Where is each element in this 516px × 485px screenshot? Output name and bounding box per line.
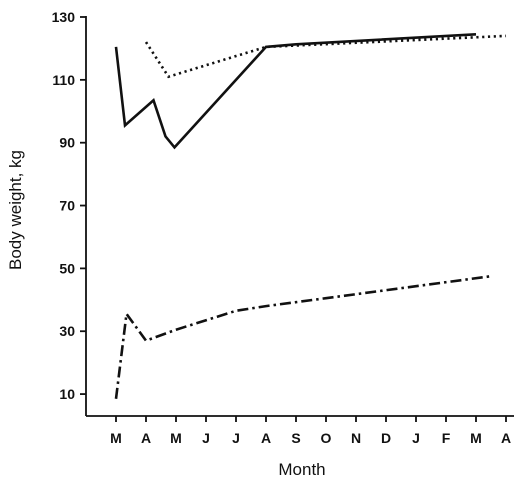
x-tick-label: M — [170, 430, 182, 446]
y-tick-label: 130 — [52, 9, 76, 25]
x-tick-label: S — [291, 430, 300, 446]
x-tick-label: J — [232, 430, 240, 446]
x-axis-title: Month — [278, 460, 325, 479]
series-lines — [114, 33, 507, 399]
x-tick-label: J — [202, 430, 210, 446]
y-tick-label: 50 — [59, 260, 75, 276]
x-tick-label: N — [351, 430, 361, 446]
y-tick-label: 110 — [52, 72, 75, 88]
x-tick-label: J — [412, 430, 420, 446]
y-tick-label: 10 — [59, 386, 75, 402]
x-tick-label: M — [110, 430, 122, 446]
x-tick-label: A — [501, 430, 511, 446]
series-line-dash-dot — [114, 274, 492, 399]
x-tick-label: M — [470, 430, 482, 446]
x-tick-label: O — [321, 430, 332, 446]
x-tick-label: A — [141, 430, 151, 446]
x-tick-label: D — [381, 430, 391, 446]
x-tick-label: F — [442, 430, 451, 446]
series-line-solid — [114, 33, 477, 150]
y-tick-label: 90 — [59, 135, 75, 151]
y-axis-title: Body weight, kg — [6, 150, 25, 270]
y-tick-label: 70 — [59, 198, 75, 214]
x-tick-label: A — [261, 430, 271, 446]
y-axis-ticks: 10 30 50 70 90 110 130 — [52, 9, 86, 402]
y-tick-label: 30 — [59, 323, 75, 339]
